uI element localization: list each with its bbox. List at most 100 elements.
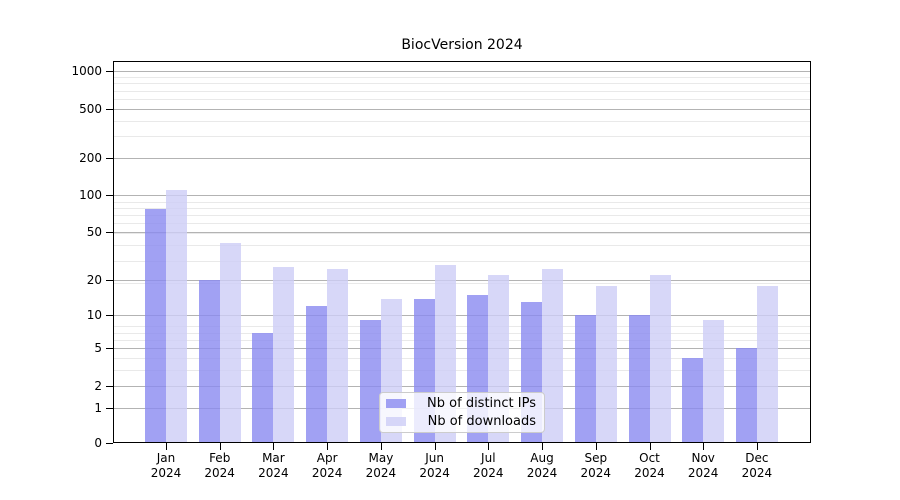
- month-label: Sep: [584, 451, 608, 465]
- x-axis-tick: [166, 443, 167, 450]
- x-axis-tick: [703, 443, 705, 450]
- y-axis-tick: [106, 108, 113, 110]
- y-axis-tick: [106, 158, 113, 159]
- grid-minor-line: [114, 76, 810, 78]
- x-axis-tick-label: Jun 2024: [403, 451, 467, 481]
- x-axis-tick: [327, 443, 329, 450]
- y-axis-tick-label: 1: [94, 400, 102, 415]
- y-axis-tick: [106, 407, 113, 409]
- grid-minor-line: [114, 233, 810, 235]
- grid-major-line: [114, 108, 810, 110]
- y-axis-tick: [106, 232, 113, 234]
- bar-downloads: [649, 275, 671, 443]
- legend-swatch-distinct-ips: [386, 399, 406, 408]
- bar-distinct-ips: [574, 315, 596, 443]
- y-axis-tick-label: 0: [94, 436, 102, 450]
- grid-minor-line: [114, 215, 810, 217]
- month-label: Jun: [425, 451, 444, 465]
- bar-downloads: [219, 242, 241, 443]
- legend: Nb of distinct IPs Nb of downloads: [379, 392, 545, 433]
- year-label: 2024: [150, 466, 182, 480]
- year-label: 2024: [687, 466, 719, 480]
- year-label: 2024: [741, 466, 773, 480]
- bar-downloads: [595, 285, 617, 443]
- x-axis-tick-label: Mar 2024: [241, 451, 305, 481]
- y-axis-tick: [106, 195, 113, 197]
- bar-distinct-ips: [735, 348, 757, 443]
- year-label: 2024: [204, 466, 235, 480]
- month-label: Mar: [262, 451, 285, 465]
- year-label: 2024: [473, 466, 504, 480]
- x-axis-tick: [756, 443, 758, 450]
- month-label: Aug: [530, 451, 554, 465]
- bar-downloads: [542, 268, 563, 443]
- grid-minor-line: [114, 326, 810, 328]
- grid-minor-line: [114, 120, 810, 122]
- year-label: 2024: [419, 466, 450, 480]
- bar-distinct-ips: [628, 315, 650, 443]
- y-axis-tick-label: 100: [79, 188, 102, 203]
- x-axis-tick: [542, 443, 543, 450]
- y-axis-tick-label: 200: [79, 151, 102, 165]
- y-axis-tick-label: 500: [79, 101, 102, 116]
- grid-major-line: [114, 315, 810, 317]
- legend-label: Nb of distinct IPs: [427, 396, 536, 411]
- x-axis-tick: [488, 443, 490, 450]
- legend-item: Nb of distinct IPs: [386, 396, 536, 411]
- x-axis-tick: [434, 443, 436, 450]
- x-axis-tick-label: Feb 2024: [188, 451, 252, 481]
- y-axis-tick: [106, 71, 113, 73]
- bar-downloads: [166, 190, 187, 443]
- grid-minor-line: [114, 370, 810, 371]
- x-axis-tick: [273, 443, 275, 450]
- x-axis-tick: [219, 443, 221, 450]
- y-axis-tick-label: 10: [86, 308, 102, 323]
- year-label: 2024: [311, 466, 343, 480]
- grid-major-line: [114, 195, 810, 197]
- grid-minor-line: [114, 83, 810, 85]
- x-axis-tick-label: Dec 2024: [725, 451, 789, 481]
- grid-minor-line: [114, 332, 810, 334]
- month-label: Oct: [639, 451, 660, 465]
- grid-major-line: [114, 385, 810, 387]
- x-axis-tick-label: Apr 2024: [295, 451, 359, 481]
- y-axis-tick-label: 20: [86, 273, 102, 288]
- y-axis-tick: [106, 280, 113, 282]
- grid-minor-line: [114, 98, 810, 100]
- x-axis-tick: [380, 443, 382, 450]
- x-axis-tick-label: Oct 2024: [618, 451, 682, 481]
- grid-minor-line: [114, 207, 810, 209]
- month-label: May: [368, 451, 394, 465]
- x-axis-tick-label: May 2024: [349, 451, 413, 481]
- grid-minor-line: [114, 201, 810, 203]
- legend-label: Nb of downloads: [427, 414, 536, 429]
- grid-major-line: [114, 71, 810, 73]
- grid-minor-line: [114, 339, 810, 341]
- grid-minor-line: [114, 357, 810, 359]
- grid-major-line: [114, 232, 810, 234]
- month-label: Feb: [209, 451, 231, 465]
- year-label: 2024: [258, 466, 289, 480]
- month-label: Dec: [745, 451, 769, 465]
- x-axis-tick-label: Jan 2024: [134, 451, 198, 481]
- bar-distinct-ips: [145, 208, 166, 443]
- legend-item: Nb of downloads: [386, 414, 536, 429]
- x-axis-tick-label: Aug 2024: [510, 451, 574, 481]
- grid-major-line: [114, 348, 810, 349]
- y-axis-tick: [106, 385, 113, 387]
- y-axis-tick-label: 5: [94, 341, 102, 355]
- bar-downloads: [756, 285, 778, 443]
- bar-distinct-ips: [198, 280, 220, 443]
- month-label: Nov: [691, 451, 715, 465]
- y-axis-tick-label: 50: [86, 225, 102, 240]
- month-label: Jan: [156, 451, 176, 465]
- grid-minor-line: [114, 136, 810, 138]
- grid-minor-line: [114, 261, 810, 262]
- y-axis-tick: [106, 315, 113, 317]
- bar-downloads: [703, 320, 725, 443]
- bar-downloads: [327, 268, 349, 443]
- x-axis-tick: [649, 443, 651, 450]
- bar-distinct-ips: [306, 306, 328, 443]
- year-label: 2024: [365, 466, 397, 480]
